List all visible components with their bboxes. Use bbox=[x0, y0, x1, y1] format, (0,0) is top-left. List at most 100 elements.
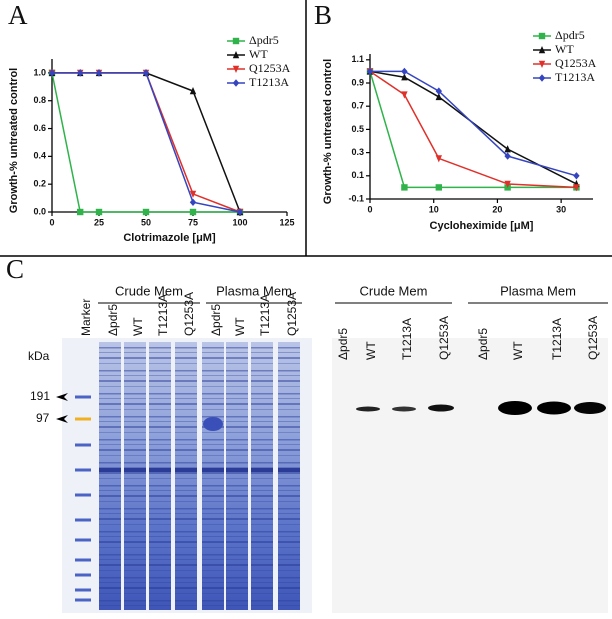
marker bbox=[401, 67, 408, 76]
x-tick-label: 0 bbox=[367, 204, 372, 214]
legend-label: WT bbox=[555, 42, 574, 56]
band bbox=[574, 402, 606, 414]
marker bbox=[538, 60, 546, 68]
y-tick-label: 1.0 bbox=[33, 67, 46, 77]
band bbox=[537, 401, 571, 415]
arrow bbox=[56, 393, 68, 401]
x-tick-label: 100 bbox=[232, 217, 247, 227]
y-tick-label: 1.1 bbox=[351, 54, 364, 64]
x-tick-label: 25 bbox=[94, 217, 104, 227]
marker bbox=[435, 155, 443, 163]
band bbox=[356, 406, 380, 412]
band bbox=[498, 401, 532, 415]
lane-label: Δpdr5 bbox=[106, 304, 120, 336]
gel-band bbox=[124, 468, 146, 472]
ladder-band bbox=[75, 417, 91, 421]
gel-lane-bands bbox=[149, 342, 171, 610]
lane-label: Δpdr5 bbox=[476, 328, 490, 360]
marker bbox=[189, 190, 197, 198]
lane-label: T1213A bbox=[400, 318, 414, 360]
ladder-band bbox=[75, 558, 91, 562]
group-label: Crude Mem bbox=[360, 283, 428, 298]
blot-background bbox=[332, 338, 608, 613]
gel-band bbox=[251, 468, 273, 472]
legend-label: Q1253A bbox=[249, 61, 291, 75]
gel-lane-bands bbox=[226, 342, 248, 610]
y-axis-label: Growth-% untreated control bbox=[322, 59, 334, 204]
legend-label: WT bbox=[249, 47, 268, 61]
x-tick-label: 10 bbox=[429, 204, 439, 214]
gel-lane-bands bbox=[278, 342, 300, 610]
marker bbox=[232, 65, 240, 73]
y-tick-label: 0.6 bbox=[33, 123, 46, 133]
lane-label: WT bbox=[364, 341, 378, 360]
x-tick-label: 30 bbox=[556, 204, 566, 214]
group-label: Plasma Mem bbox=[216, 283, 292, 298]
lane-label: T1213A bbox=[258, 294, 272, 336]
arrow bbox=[56, 415, 68, 423]
ladder-band bbox=[75, 443, 91, 447]
x-tick-label: 0 bbox=[49, 217, 54, 227]
marker bbox=[435, 184, 443, 191]
legend-label: T1213A bbox=[249, 75, 289, 89]
lane-label: Q1253A bbox=[437, 316, 451, 360]
gel-band bbox=[226, 468, 248, 472]
marker bbox=[236, 208, 244, 216]
y-tick-label: -0.1 bbox=[348, 193, 364, 203]
series-line bbox=[52, 72, 241, 213]
lane-label: WT bbox=[233, 317, 247, 336]
gel-lane-bands bbox=[175, 342, 197, 610]
x-tick-label: 50 bbox=[141, 217, 151, 227]
unit-label: kDa bbox=[28, 349, 50, 363]
marker bbox=[573, 184, 580, 192]
gel-lane-bands bbox=[251, 342, 273, 610]
marker bbox=[504, 145, 511, 153]
series-line bbox=[369, 71, 577, 189]
x-tick-label: 20 bbox=[492, 204, 502, 214]
gel-band bbox=[149, 468, 171, 472]
x-tick-label: 75 bbox=[188, 217, 198, 227]
marker bbox=[189, 86, 197, 95]
series-line bbox=[370, 70, 577, 177]
gel-band bbox=[99, 468, 121, 472]
x-axis-label: Cycloheximide [μM] bbox=[430, 220, 534, 232]
lane-label: Δpdr5 bbox=[209, 304, 223, 336]
marker bbox=[232, 79, 240, 87]
gel-lane-bands bbox=[124, 342, 146, 610]
gel-band bbox=[202, 468, 224, 472]
marker bbox=[77, 208, 84, 216]
marker bbox=[48, 69, 56, 77]
y-axis-label: Growth-% untreated control bbox=[8, 68, 20, 213]
gel-band bbox=[278, 468, 300, 472]
lane-label: Q1253A bbox=[586, 316, 600, 360]
series-line bbox=[52, 72, 241, 213]
band bbox=[392, 406, 416, 412]
marker bbox=[538, 32, 546, 40]
y-tick-label: 0.8 bbox=[33, 95, 46, 105]
ladder-band bbox=[75, 468, 91, 472]
marker bbox=[504, 152, 511, 160]
y-tick-label: 0.3 bbox=[351, 147, 364, 157]
y-tick-label: 0.5 bbox=[351, 124, 364, 134]
marker bbox=[573, 172, 580, 180]
marker bbox=[232, 51, 240, 59]
marker bbox=[142, 208, 150, 216]
marker bbox=[95, 69, 103, 77]
lane-label: WT bbox=[511, 341, 525, 360]
ladder-band bbox=[75, 598, 91, 602]
marker bbox=[538, 74, 546, 82]
ladder-band bbox=[75, 518, 91, 522]
lane-label: Q1253A bbox=[182, 292, 196, 336]
series-line bbox=[52, 72, 241, 213]
lane-label: WT bbox=[131, 317, 145, 336]
marker-size: 191 bbox=[30, 389, 50, 403]
legend-label: T1213A bbox=[555, 70, 595, 84]
gel-lane-bands bbox=[99, 342, 121, 610]
legend-label: Q1253A bbox=[555, 56, 597, 70]
marker bbox=[95, 208, 103, 216]
ladder-band bbox=[75, 588, 91, 592]
ladder-band bbox=[75, 493, 91, 497]
marker-size: 97 bbox=[36, 411, 50, 425]
marker bbox=[401, 91, 408, 99]
